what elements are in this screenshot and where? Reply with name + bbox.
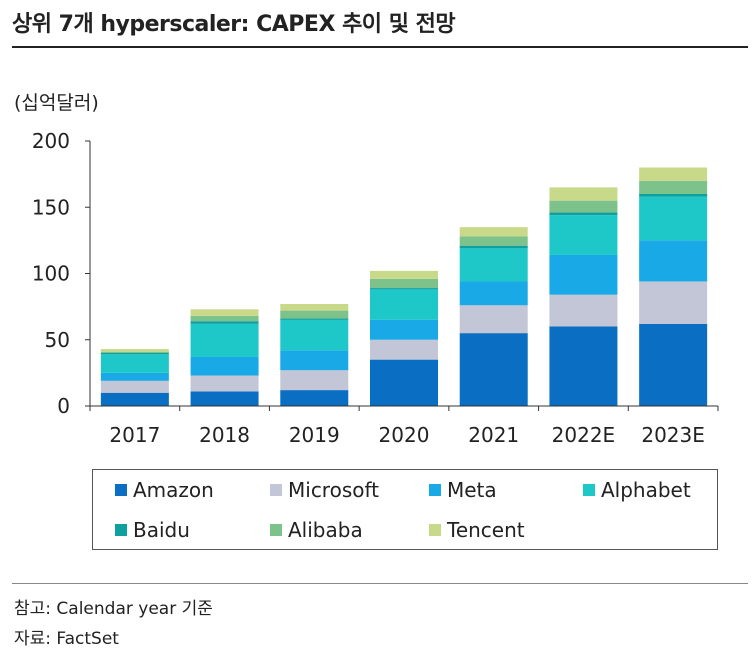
bar-tencent-2020 <box>370 270 438 279</box>
bar-alphabet-2023e <box>639 196 708 241</box>
bar-microsoft-2020 <box>370 339 438 360</box>
bar-baidu-2017 <box>100 353 169 355</box>
bar-baidu-2020 <box>370 288 438 290</box>
bar-meta-2018 <box>190 356 259 376</box>
legend-swatch <box>583 484 595 496</box>
legend-item-meta: Meta <box>429 478 497 502</box>
bar-tencent-2018 <box>190 309 259 316</box>
legend-swatch <box>429 524 441 536</box>
bar-baidu-2022e <box>549 212 618 216</box>
x-tick-label: 2019 <box>289 423 340 447</box>
bar-alibaba-2023e <box>639 180 708 194</box>
legend-label: Meta <box>447 478 497 502</box>
legend-item-microsoft: Microsoft <box>270 478 379 502</box>
bar-alphabet-2019 <box>280 319 349 351</box>
bar-amazon-2018 <box>190 391 259 406</box>
bar-baidu-2023e <box>639 194 708 197</box>
bar-alibaba-2017 <box>100 351 169 353</box>
bar-microsoft-2017 <box>100 380 169 393</box>
bar-amazon-2019 <box>280 390 349 406</box>
bar-alphabet-2017 <box>100 354 169 373</box>
bar-alibaba-2018 <box>190 315 259 322</box>
y-tick-label: 50 <box>45 328 70 352</box>
bar-amazon-2022e <box>549 326 618 406</box>
unit-label: (십억달러) <box>14 92 99 114</box>
legend-item-baidu: Baidu <box>115 518 190 542</box>
bar-baidu-2019 <box>280 318 349 320</box>
stacked-bar-chart: 2017 2018 2019 2020 2021 2022E 2023E 0 50 100 150 2… <box>32 129 719 447</box>
legend-item-alibaba: Alibaba <box>270 518 363 542</box>
bar-baidu-2018 <box>190 321 259 324</box>
x-tick-label: 2018 <box>199 423 250 447</box>
bar-microsoft-2018 <box>190 375 259 392</box>
bar-alibaba-2020 <box>370 278 438 289</box>
bar-alibaba-2022e <box>549 200 618 213</box>
legend-label: Baidu <box>133 518 190 542</box>
chart-title: 상위 7개 hyperscaler: CAPEX 추이 및 전망 <box>12 12 456 37</box>
bar-meta-2022e <box>549 254 618 295</box>
title-divider <box>12 46 748 48</box>
bar-meta-2019 <box>280 350 349 371</box>
bar-meta-2020 <box>370 319 438 340</box>
legend-label: Alibaba <box>288 518 363 542</box>
y-tick-label: 100 <box>32 262 70 286</box>
legend-swatch <box>270 484 282 496</box>
source-note: 자료: FactSet <box>14 629 119 649</box>
bar-alibaba-2021 <box>459 236 528 246</box>
bar-alphabet-2022e <box>549 215 618 255</box>
bar-amazon-2020 <box>370 359 438 406</box>
bar-baidu-2021 <box>459 245 528 249</box>
legend-swatch <box>115 524 127 536</box>
bar-amazon-2021 <box>459 333 528 406</box>
x-tick-label: 2023E <box>641 423 705 447</box>
legend-swatch <box>429 484 441 496</box>
y-tick-label: 0 <box>57 394 70 418</box>
bar-microsoft-2023e <box>639 281 708 324</box>
bar-microsoft-2022e <box>549 294 618 327</box>
legend-item-alphabet: Alphabet <box>583 478 691 502</box>
x-tick-label: 2021 <box>468 423 519 447</box>
x-tick-label: 2022E <box>552 423 616 447</box>
bar-alphabet-2021 <box>459 248 528 282</box>
bar-alphabet-2020 <box>370 289 438 320</box>
legend-swatch <box>115 484 127 496</box>
x-tick-label: 2020 <box>379 423 430 447</box>
legend-item-tencent: Tencent <box>429 518 525 542</box>
footer-divider <box>12 583 748 584</box>
bar-meta-2023e <box>639 240 708 282</box>
legend-swatch <box>270 524 282 536</box>
bar-alibaba-2019 <box>280 310 349 319</box>
footnote: 참고: Calendar year 기준 <box>14 599 213 619</box>
bar-meta-2021 <box>459 281 528 306</box>
bar-microsoft-2019 <box>280 370 349 391</box>
legend-label: Alphabet <box>601 478 691 502</box>
bar-tencent-2021 <box>459 227 528 237</box>
bar-meta-2017 <box>100 372 169 381</box>
bar-microsoft-2021 <box>459 305 528 334</box>
bar-amazon-2017 <box>100 392 169 406</box>
bar-tencent-2017 <box>100 349 169 352</box>
legend-label: Tencent <box>447 518 525 542</box>
bar-alphabet-2018 <box>190 323 259 357</box>
bar-tencent-2022e <box>549 187 618 201</box>
bar-tencent-2023e <box>639 167 708 181</box>
bar-amazon-2023e <box>639 323 708 406</box>
y-tick-label: 150 <box>32 195 70 219</box>
y-tick-label: 200 <box>32 129 70 153</box>
x-tick-label: 2017 <box>109 423 160 447</box>
bar-tencent-2019 <box>280 303 349 311</box>
legend-item-amazon: Amazon <box>115 478 214 502</box>
legend-label: Amazon <box>133 478 214 502</box>
legend-label: Microsoft <box>288 478 380 502</box>
legend: Amazon Microsoft Meta Alphabet Baidu Alibaba T… <box>92 469 718 550</box>
